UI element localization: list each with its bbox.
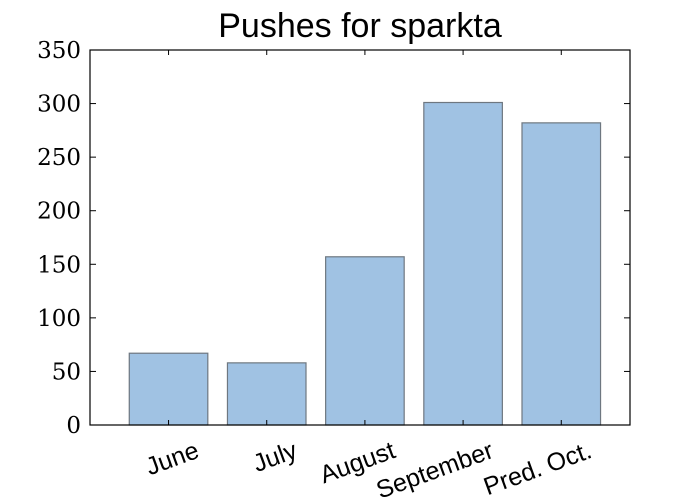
y-tick-label: 0	[66, 413, 81, 439]
bar-august	[325, 256, 405, 426]
x-tick-label: Pred. Oct.	[480, 436, 595, 500]
y-tick-label: 200	[37, 199, 81, 225]
bar-july	[226, 362, 307, 426]
y-tick-label: 350	[37, 38, 81, 64]
y-axis-ticks: 0 50 100 150 200 250 300 350	[37, 38, 630, 439]
bar-pred-oct	[521, 122, 602, 426]
bars-group	[128, 101, 602, 426]
chart-title: Pushes for sparkta	[218, 7, 502, 45]
x-tick-label: July	[249, 436, 301, 478]
y-tick-label: 50	[52, 359, 81, 385]
bar-september	[423, 101, 503, 426]
y-tick-label: 150	[37, 252, 81, 278]
y-tick-label: 100	[37, 306, 81, 332]
x-tick-label: June	[142, 436, 203, 481]
y-tick-label: 250	[37, 145, 81, 171]
y-tick-label: 300	[37, 92, 81, 118]
bar-june	[128, 352, 209, 426]
plot-frame	[89, 49, 631, 426]
